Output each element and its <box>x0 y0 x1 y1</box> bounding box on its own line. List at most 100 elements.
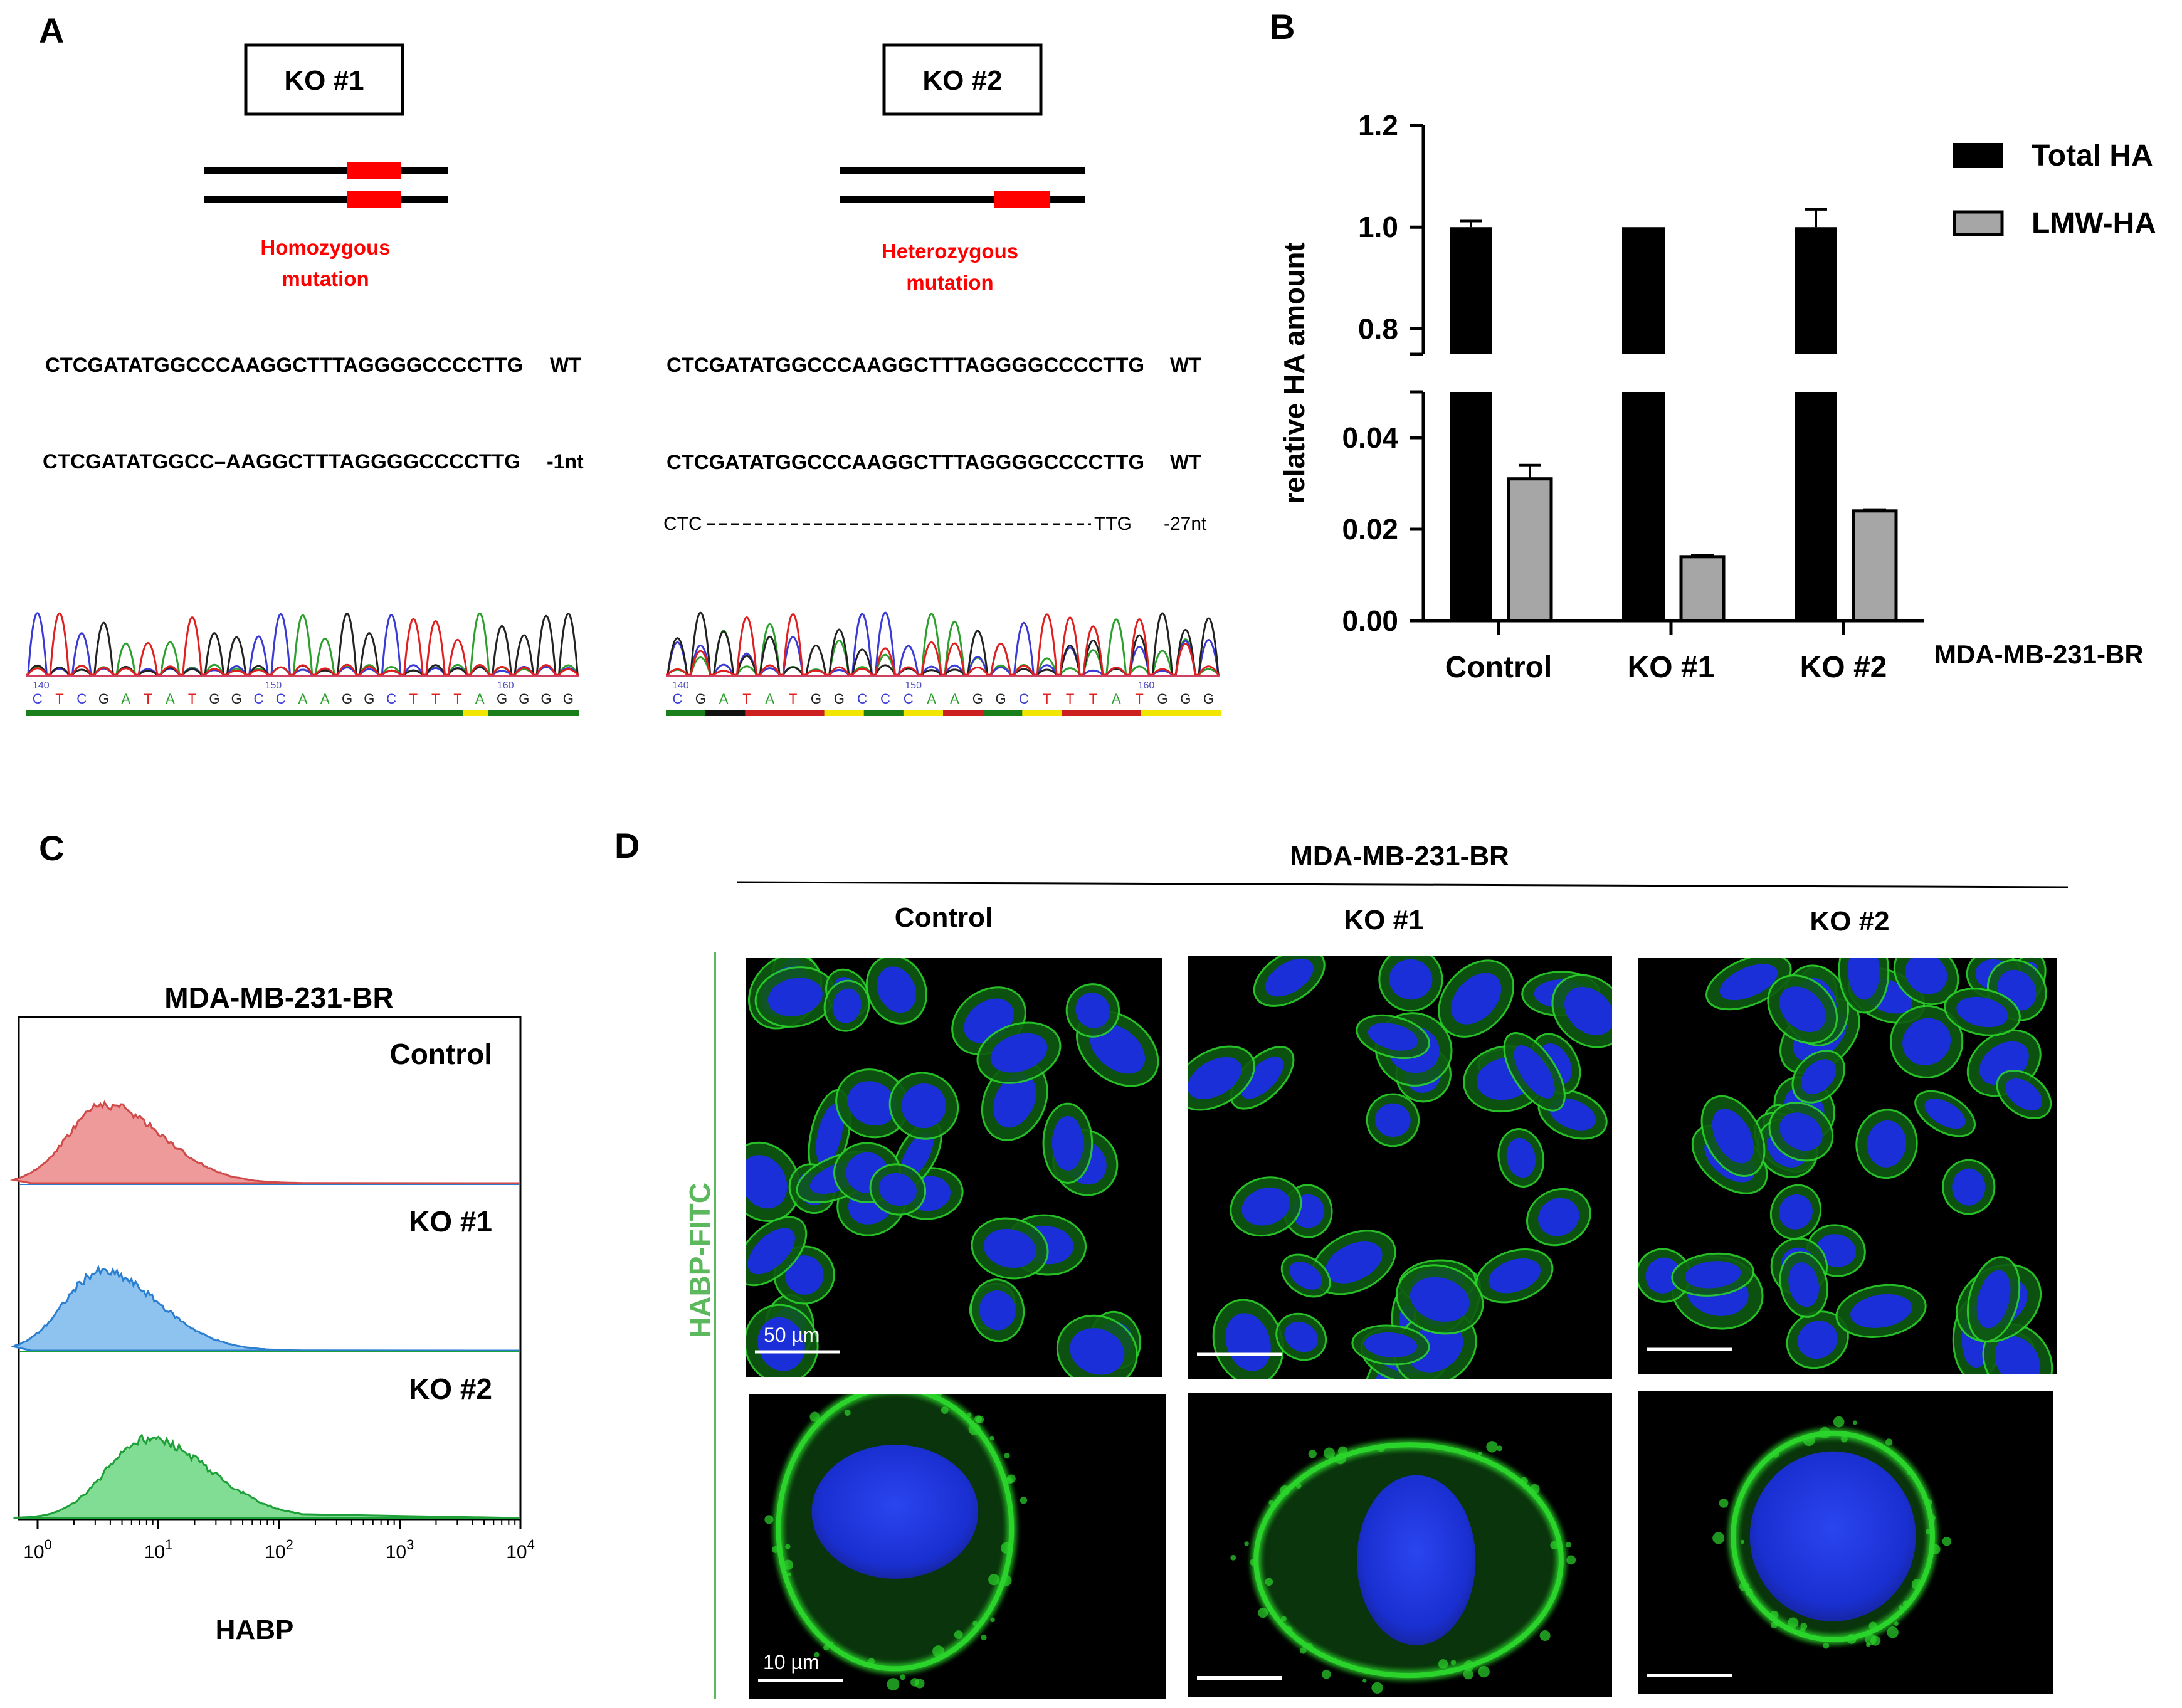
panel-a: A KO #1 Homozygous mutation CTCGATATGGCC… <box>26 11 1221 716</box>
flow-row-label: Control <box>389 1038 492 1070</box>
chromatogram-tick: 150 <box>905 680 922 691</box>
membrane-speckle <box>1436 1445 1441 1450</box>
microscopy-overview-1 <box>1188 956 1612 1379</box>
cell-nucleus <box>1779 986 1826 1033</box>
membrane-speckle <box>1833 1416 1845 1428</box>
membrane-speckle <box>785 1544 791 1550</box>
ko2-allele-diagram <box>840 167 1085 208</box>
membrane-speckle <box>1308 1450 1317 1458</box>
membrane-speckle <box>1565 1542 1572 1548</box>
membrane-speckle <box>1712 1532 1725 1544</box>
x-tick-label: KO #1 <box>1628 651 1715 684</box>
cell-nucleus <box>1564 986 1612 1036</box>
flow-xlabel: HABP <box>216 1615 294 1645</box>
quality-bar-segment <box>1141 710 1181 716</box>
chromatogram-base: C <box>33 691 43 707</box>
cell-nucleus <box>767 978 823 1016</box>
chromatogram-base: C <box>880 691 890 707</box>
membrane-speckle <box>1244 1541 1249 1546</box>
chromatogram-base: A <box>121 691 130 707</box>
membrane-speckle <box>1438 1659 1448 1669</box>
membrane-speckle <box>1788 1617 1799 1628</box>
cell-nucleus <box>1051 1115 1083 1171</box>
panel-c: C MDA-MB-231-BR Control KO #1 KO #2 100 101 1… <box>9 828 535 1645</box>
x-tick-label: Control <box>1445 651 1552 684</box>
column-label-ko1: KO #1 <box>1344 905 1423 936</box>
membrane-speckle <box>1520 1477 1528 1485</box>
membrane-speckle <box>1478 1666 1490 1678</box>
membrane-speckle <box>981 1634 987 1641</box>
cell-nucleus <box>1779 1194 1813 1230</box>
chromatogram-base: G <box>834 691 845 707</box>
bar-total-ha-lower <box>1622 392 1665 621</box>
chromatogram-base: C <box>1019 691 1029 707</box>
membrane-speckle <box>936 1394 942 1396</box>
membrane-speckle <box>1285 1626 1293 1635</box>
chromatogram-base: C <box>253 691 263 707</box>
chromatogram-base: G <box>1157 691 1167 707</box>
chromatogram-base: C <box>276 691 286 707</box>
cell-nucleus <box>1506 1137 1536 1178</box>
legend-swatch-total-ha <box>1953 143 2003 168</box>
membrane-speckle <box>915 1679 925 1689</box>
ko1-seq-wt-label: WT <box>550 354 581 376</box>
cell-nucleus <box>1924 1099 1966 1129</box>
flow-x-tick-label: 102 <box>265 1537 293 1563</box>
quality-bar-segment <box>943 710 984 716</box>
scale-bar-label: 50 µm <box>764 1324 820 1346</box>
flow-histogram-0 <box>9 1100 521 1184</box>
cell-nucleus <box>1488 1258 1541 1294</box>
membrane-speckle <box>1942 1537 1952 1546</box>
bar-total-ha <box>1795 227 1837 354</box>
quality-bar-segment <box>903 710 944 716</box>
membrane-speckle <box>1823 1642 1830 1649</box>
ko1-title-box <box>244 43 404 116</box>
membrane-speckle <box>1770 1621 1778 1629</box>
membrane-speckle <box>1907 1470 1912 1475</box>
flow-frame <box>18 1016 522 1521</box>
membrane-speckle <box>1887 1626 1899 1638</box>
chromatogram-base: G <box>811 691 821 707</box>
flow-histogram-2 <box>13 1433 521 1519</box>
quality-bar-segment <box>863 710 904 716</box>
chromatogram-base: G <box>519 691 529 707</box>
chromatogram-tick: 160 <box>497 680 514 691</box>
membrane-speckle <box>823 1645 830 1651</box>
membrane-speckle <box>1335 1453 1346 1465</box>
chromatogram-base: A <box>927 691 936 707</box>
membrane-speckle <box>967 1412 972 1418</box>
chromatogram-base: A <box>765 691 774 707</box>
cell-cluster <box>1638 958 2053 1374</box>
bar-lmw-ha <box>1679 555 1726 623</box>
membrane-speckle <box>1463 1669 1473 1680</box>
cell-nucleus <box>1451 973 1502 1025</box>
ko1-mutation-block-2 <box>347 191 401 208</box>
cell-nucleus <box>1788 1262 1820 1307</box>
flow-histograms: Control KO #1 KO #2 100 101 102 103 104 <box>9 1016 535 1563</box>
cell-nucleus <box>1645 1257 1681 1294</box>
chromatogram-base: G <box>231 691 242 707</box>
membrane-speckle <box>1771 1450 1779 1458</box>
cell-nucleus <box>1956 996 2008 1028</box>
quality-bar-segment <box>463 710 488 716</box>
membrane-speckle <box>900 1674 906 1680</box>
chromatogram-base: G <box>1203 691 1214 707</box>
column-label-control: Control <box>895 902 993 933</box>
chromatogram-tick: 150 <box>265 680 282 691</box>
y-tick-label: 0.00 <box>1342 604 1398 637</box>
microscopy-closeup-2 <box>1638 1391 2053 1694</box>
chromatogram-base: T <box>409 691 418 707</box>
chromatogram-base: C <box>76 691 87 707</box>
ko1-mutation-label-2: mutation <box>282 267 369 290</box>
microscopy-closeup-0: 10 µm <box>749 1394 1166 1699</box>
cell-nucleus <box>1241 1188 1290 1226</box>
membrane-speckle <box>1000 1574 1012 1586</box>
membrane-speckle <box>1894 1621 1899 1626</box>
single-cell <box>1230 1440 1576 1694</box>
chromatogram-base: T <box>144 691 152 707</box>
membrane-speckle <box>1769 1610 1779 1620</box>
cell-membrane <box>1731 1430 1936 1642</box>
quality-bar-segment <box>666 710 707 716</box>
cell-nucleus <box>832 988 862 1023</box>
